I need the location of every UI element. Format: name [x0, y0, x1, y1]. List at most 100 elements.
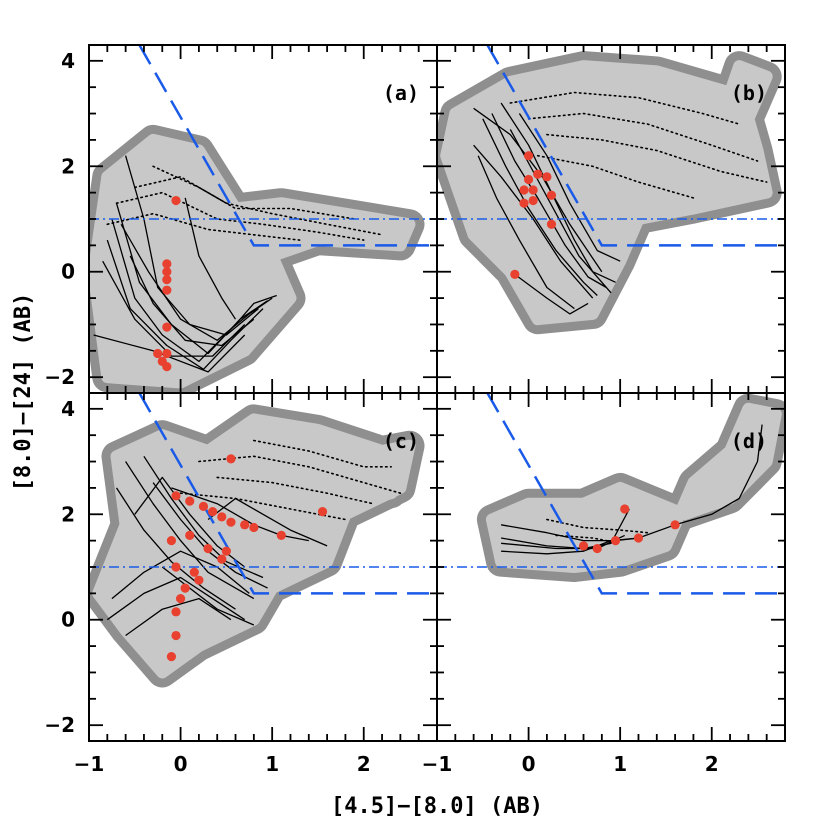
track-line — [120, 223, 273, 341]
selection-wedge-line — [486, 45, 785, 247]
dotted-track — [509, 91, 740, 125]
data-point — [166, 652, 177, 662]
x-tick-label: 2 — [357, 752, 371, 776]
y-tick-label: −2 — [44, 365, 75, 389]
track-line — [500, 102, 616, 283]
y-tick-label: 4 — [61, 49, 75, 73]
data-point — [208, 507, 218, 517]
tick-labels: −2 0 2 4 −1 0 1 2 −2 0 2 4 −1 0 1 2 — [44, 49, 718, 776]
data-point — [162, 275, 172, 285]
data-point — [171, 195, 181, 206]
data-point — [153, 348, 163, 359]
x-tick-label: −1 — [74, 752, 105, 776]
track-line — [473, 144, 594, 299]
x-tick-label: 2 — [705, 752, 719, 776]
data-point — [171, 607, 181, 617]
y-tick-label: 0 — [61, 260, 75, 284]
data-point — [578, 541, 589, 551]
data-point — [276, 530, 286, 540]
panel-label-c: (c) — [383, 429, 419, 453]
envelope-inner — [174, 202, 389, 247]
track-line — [514, 273, 589, 315]
plot-area — [437, 393, 785, 595]
plot-area — [89, 393, 437, 688]
panel-label-a: (a) — [383, 81, 419, 105]
data-point — [528, 195, 538, 206]
data-point — [217, 554, 227, 564]
track-line — [129, 255, 255, 347]
dotted-track — [216, 476, 374, 505]
track-line — [500, 424, 763, 542]
data-point — [217, 512, 227, 522]
track-line — [124, 155, 259, 336]
x-tick-label: −1 — [422, 752, 453, 776]
track-line — [115, 487, 236, 610]
track-line — [111, 218, 277, 363]
track-line — [501, 537, 639, 555]
dotted-track — [546, 518, 649, 534]
data-point — [194, 575, 204, 585]
data-point — [162, 259, 172, 269]
selection-wedge-line — [138, 393, 437, 595]
data-point — [546, 219, 557, 229]
data-point — [519, 198, 529, 208]
panel-a: (a) — [88, 44, 438, 394]
data-point — [546, 190, 557, 200]
dotted-track — [106, 212, 301, 241]
data-point — [528, 185, 538, 195]
plot-area — [437, 45, 785, 335]
track-line — [106, 576, 246, 621]
data-point — [240, 520, 250, 530]
track-line — [125, 597, 232, 637]
data-point — [610, 536, 621, 546]
y-tick-label: 2 — [61, 502, 75, 526]
x-tick-label: 0 — [174, 752, 188, 776]
track-line — [115, 203, 268, 355]
y-tick-label: 4 — [61, 397, 75, 421]
data-point — [670, 520, 680, 530]
data-point — [203, 543, 213, 554]
x-tick-label: 0 — [522, 752, 536, 776]
data-point — [162, 348, 172, 359]
track-line — [106, 239, 264, 370]
data-point — [162, 285, 172, 295]
track-line — [518, 113, 621, 262]
panel-c: (c) — [88, 392, 438, 742]
y-tick-label: 2 — [61, 154, 75, 178]
data-point — [523, 151, 534, 161]
data-point — [510, 269, 520, 279]
data-point — [162, 267, 172, 277]
data-point — [166, 536, 177, 546]
data-point — [185, 530, 195, 540]
track-line — [477, 155, 575, 310]
x-tick-label: 1 — [613, 752, 627, 776]
panel-label-d: (d) — [731, 429, 767, 453]
panel-b: (b) — [436, 44, 786, 394]
selection-wedge-line — [138, 45, 437, 247]
dotted-track — [198, 455, 402, 494]
data-point — [249, 522, 259, 533]
envelope-inner — [550, 112, 755, 189]
track-line — [111, 550, 250, 600]
data-point — [542, 172, 552, 182]
data-point — [171, 630, 181, 641]
data-point — [180, 583, 190, 593]
track-line — [207, 497, 328, 547]
dotted-track — [134, 175, 383, 236]
panel-d: (d) — [436, 392, 786, 742]
x-tick-label: 1 — [265, 752, 279, 776]
track-line — [184, 197, 237, 320]
data-point — [189, 567, 199, 577]
data-point — [226, 517, 236, 527]
data-point — [317, 507, 328, 517]
dotted-track — [536, 154, 695, 199]
data-point — [175, 594, 186, 604]
y-tick-label: 0 — [61, 608, 75, 632]
data-point — [162, 362, 172, 372]
y-tick-label: −2 — [44, 713, 75, 737]
dotted-track — [546, 133, 768, 183]
dotted-track — [527, 112, 759, 162]
data-point — [592, 543, 602, 554]
data-point — [633, 533, 644, 543]
